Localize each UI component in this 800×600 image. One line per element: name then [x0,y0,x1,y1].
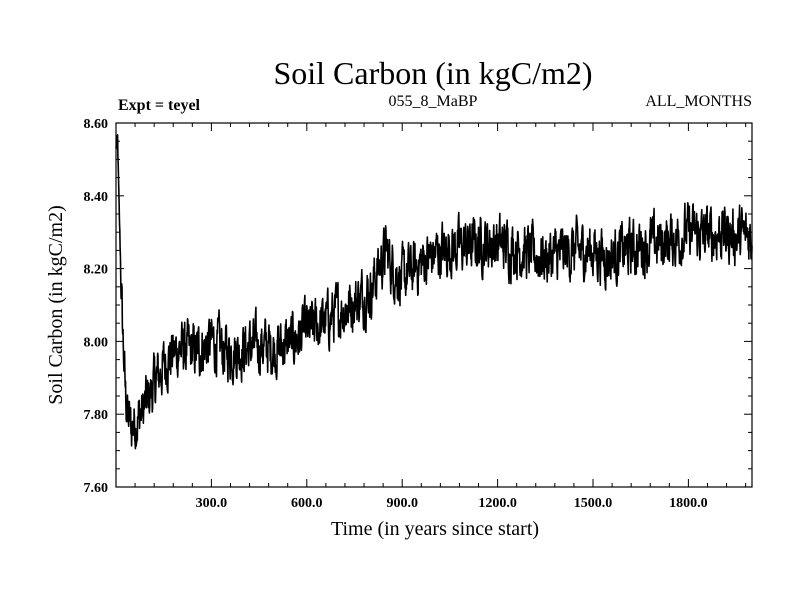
y-tick-label: 8.00 [84,335,109,350]
x-tick-label: 300.0 [196,496,228,511]
plot-area: 7.60 7.80 8.00 8.20 8.40 8.60 300.0 600.0 900.0 1… [84,117,753,511]
x-tick-label: 600.0 [291,496,323,511]
x-tick-label: 1500.0 [574,496,613,511]
experiment-label: Expt = teyel [118,97,201,114]
subtitle-right: ALL_MONTHS [645,93,752,110]
x-tick-label: 1800.0 [669,496,708,511]
plot-frame [115,122,753,488]
x-tick-label: 900.0 [386,496,418,511]
y-tick-label: 8.60 [84,117,109,132]
y-tick-label: 8.20 [84,263,109,278]
subtitle-center: 055_8_MaBP [389,93,478,110]
chart-title: Soil Carbon (in kgC/m2) [273,55,592,91]
y-tick-label: 7.80 [84,408,109,423]
y-tick-label: 7.60 [84,481,109,496]
x-axis-label: Time (in years since start) [331,518,539,540]
y-axis-label: Soil Carbon (in kgC/m2) [45,205,67,404]
x-tick-label: 1200.0 [478,496,517,511]
series-line [115,134,753,450]
y-tick-label: 8.40 [84,190,109,205]
